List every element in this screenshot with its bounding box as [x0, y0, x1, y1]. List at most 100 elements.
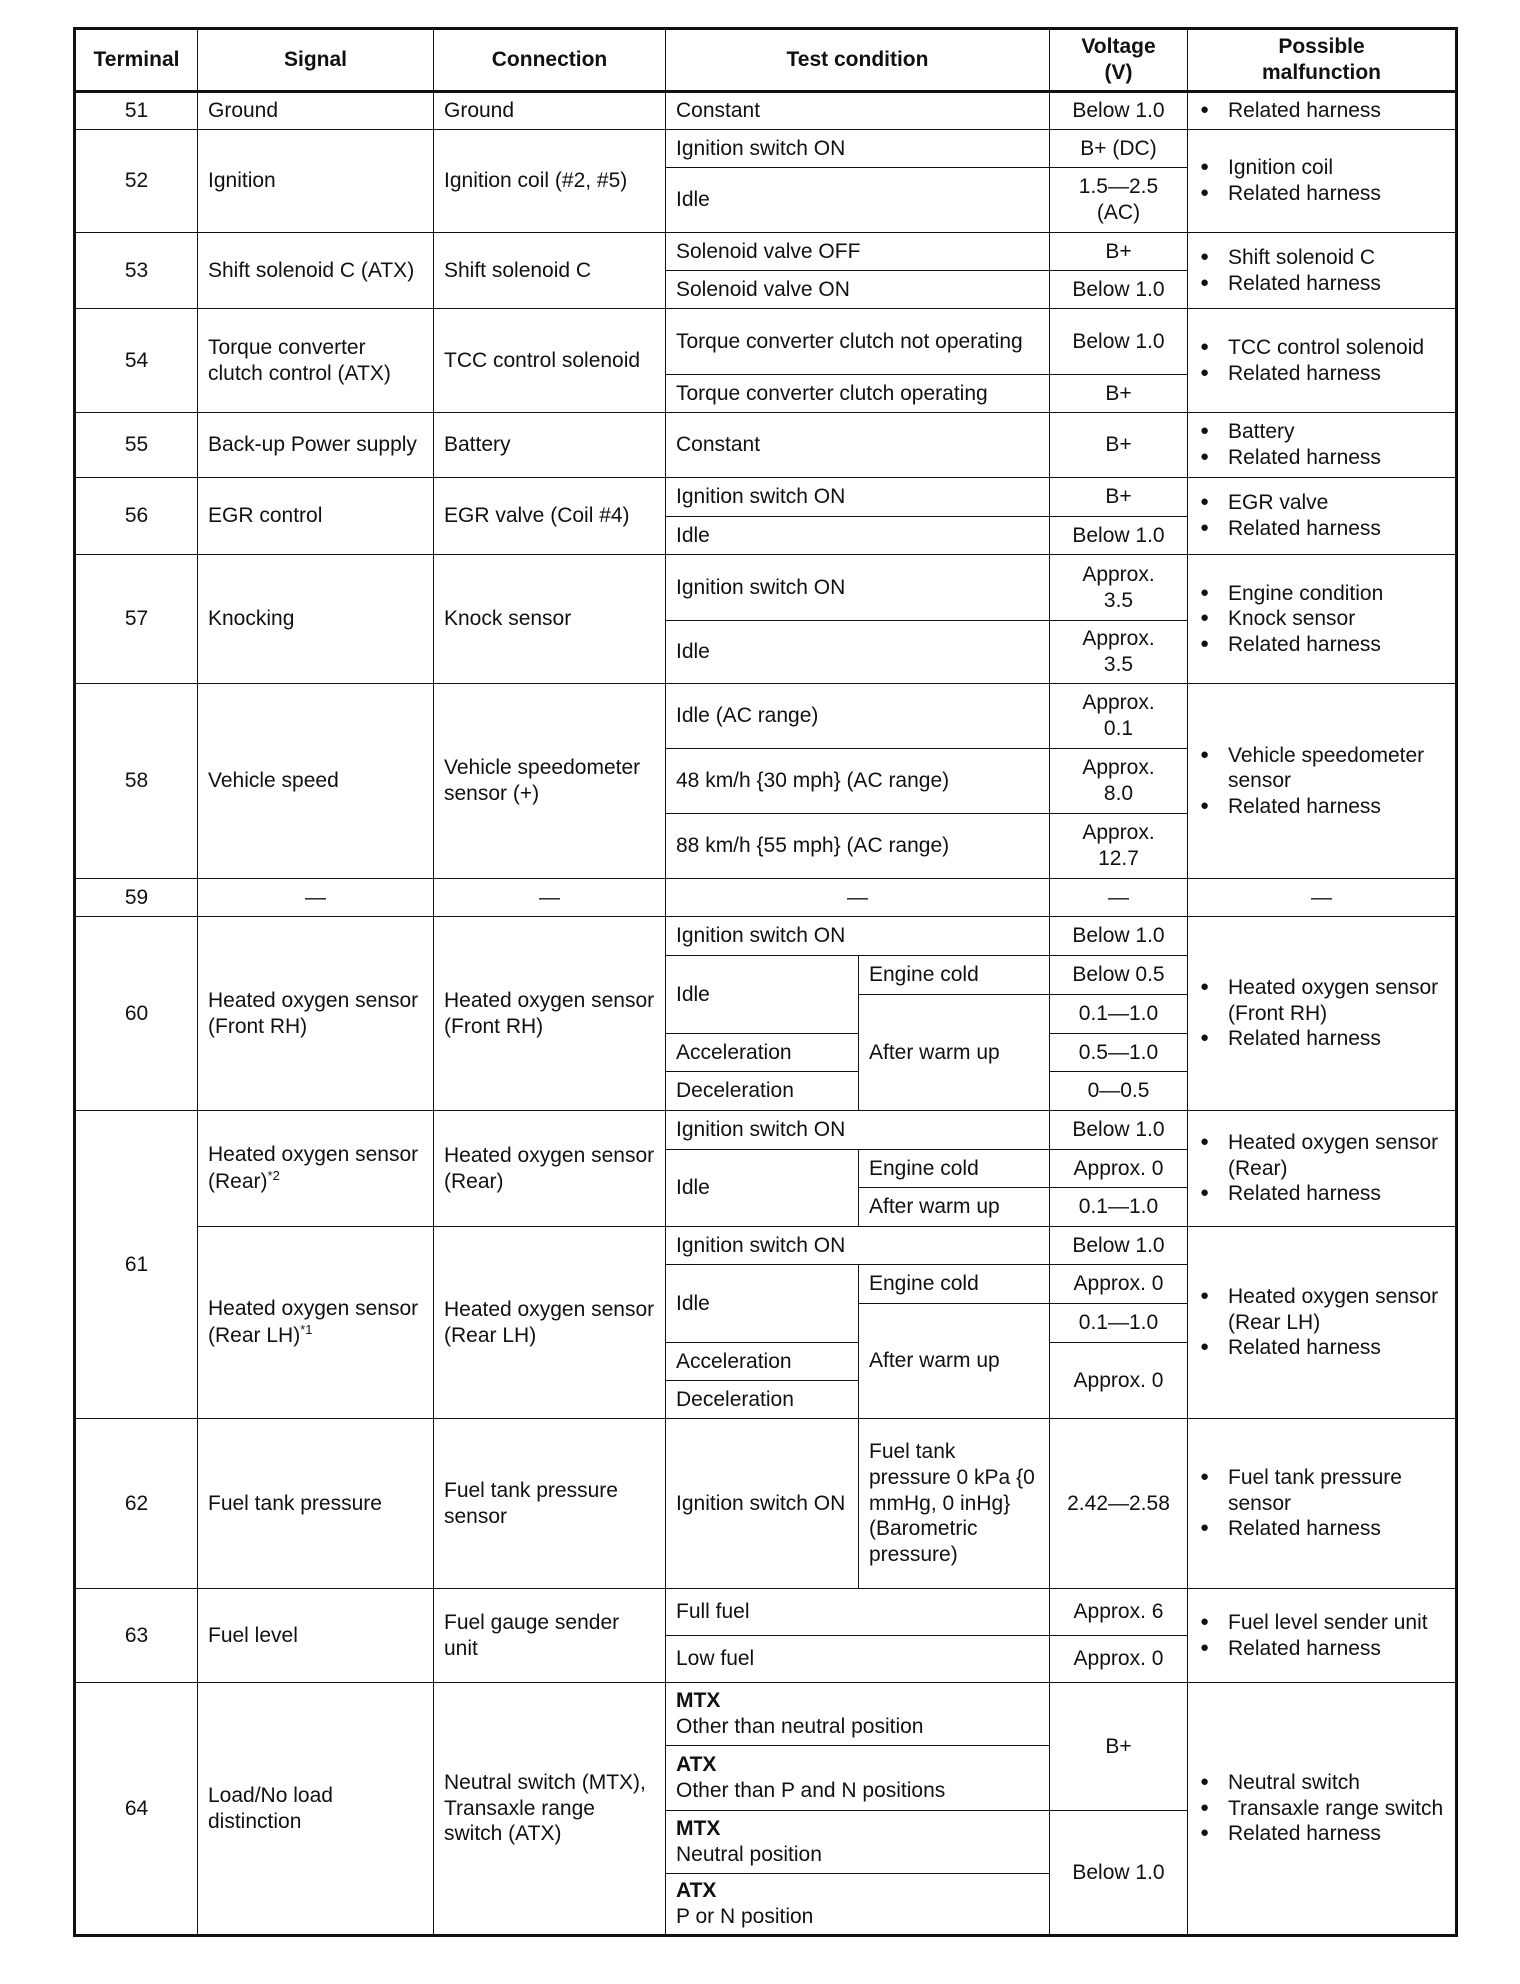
test-condition-cell: Idle: [665, 955, 859, 1034]
test-condition-cell: Idle: [665, 1149, 859, 1227]
malfunction-item: Related harness: [1198, 632, 1445, 658]
voltage-cell: 0—0.5: [1049, 1071, 1188, 1111]
terminal-cell: 59: [74, 878, 198, 917]
table-row: 57 Knocking Knock sensor Ignition switch…: [74, 554, 1457, 684]
voltage-cell: B+: [1049, 1682, 1188, 1811]
voltage-cell: 2.42—2.58: [1049, 1418, 1188, 1589]
malfunction-item: Related harness: [1198, 271, 1445, 297]
malfunction-cell: Shift solenoid C Related harness: [1187, 232, 1457, 309]
malfunction-item: Related harness: [1198, 1026, 1445, 1052]
connection-cell: Fuel tank pressure sensor: [433, 1418, 666, 1589]
table-row: 52 Ignition Ignition coil (#2, #5) Ignit…: [74, 129, 1457, 233]
voltage-cell: Below 1.0: [1049, 91, 1188, 130]
voltage-cell: B+: [1049, 412, 1188, 478]
terminal-cell: 53: [74, 232, 198, 309]
voltage-cell: B+ (DC): [1049, 129, 1188, 168]
terminal-voltage-table: Terminal Signal Connection Test conditio…: [73, 27, 1458, 1937]
malfunction-item: Related harness: [1198, 98, 1445, 124]
malfunction-item: Vehicle speedometer sensor: [1198, 743, 1445, 794]
table-row: 58 Vehicle speed Vehicle speedometer sen…: [74, 683, 1457, 879]
test-condition-cell: Idle (AC range): [665, 683, 1050, 749]
table-row: Deceleration: [75, 1380, 1457, 1419]
voltage-cell: Approx. 0.1: [1049, 683, 1188, 749]
test-condition-cell: Deceleration: [665, 1071, 859, 1111]
signal-cell: EGR control: [197, 477, 434, 555]
test-subcondition-cell: After warm up: [858, 1303, 1050, 1419]
connection-cell: Heated oxygen sensor (Front RH): [433, 916, 666, 1111]
voltage-cell: 0.1—1.0: [1049, 994, 1188, 1034]
footnote-mark: *1: [300, 1322, 313, 1337]
footnote-mark: *2: [267, 1168, 280, 1183]
malfunction-item: Transaxle range switch: [1198, 1796, 1445, 1822]
test-condition-cell: ATX Other than P and N positions: [665, 1745, 1050, 1811]
malfunction-cell: Fuel tank pressure sensor Related harnes…: [1187, 1418, 1457, 1589]
voltage-cell: 1.5—2.5 (AC): [1049, 167, 1188, 233]
test-condition-cell: Ignition switch ON: [665, 554, 1050, 621]
table-row: ATX Other than P and N positions: [75, 1745, 1457, 1811]
table-row: Idle 1.5—2.5 (AC): [75, 167, 1457, 233]
transmission-type: MTX: [676, 1817, 721, 1841]
signal-cell: Fuel level: [197, 1588, 434, 1683]
test-condition-cell: Deceleration: [665, 1380, 859, 1419]
table-row: 56 EGR control EGR valve (Coil #4) Ignit…: [74, 477, 1457, 555]
signal-cell: Ignition: [197, 129, 434, 233]
voltage-cell: B+: [1049, 477, 1188, 517]
voltage-cell: Approx. 3.5: [1049, 554, 1188, 621]
malfunction-item: Ignition coil: [1198, 155, 1445, 181]
signal-cell: Back-up Power supply: [197, 412, 434, 478]
header-signal: Signal: [197, 28, 434, 93]
table-row: Idle Below 1.0: [75, 516, 1457, 555]
test-condition-cell: Solenoid valve ON: [665, 270, 1050, 309]
malfunction-cell: Heated oxygen sensor (Rear LH) Related h…: [1187, 1226, 1457, 1419]
malfunction-item: Related harness: [1198, 361, 1445, 387]
terminal-cell: 54: [74, 308, 198, 413]
test-condition-cell: Full fuel: [665, 1588, 1050, 1636]
transmission-type: ATX: [676, 1879, 717, 1903]
test-condition-cell: MTX Neutral position: [665, 1810, 1050, 1874]
test-condition-cell: —: [665, 878, 1050, 917]
test-condition-cell: 48 km/h {30 mph} (AC range): [665, 748, 1050, 814]
connection-cell: TCC control solenoid: [433, 308, 666, 413]
terminal-cell: 58: [74, 683, 198, 879]
table-row: Idle Engine cold Approx. 0: [75, 1264, 1457, 1343]
table-row: MTX Neutral position Below 1.0: [75, 1810, 1457, 1936]
malfunction-item: Related harness: [1198, 1335, 1445, 1361]
table-row: Heated oxygen sensor (Rear LH)*1 Heated …: [75, 1226, 1457, 1419]
condition-text: Other than neutral position: [676, 1715, 924, 1738]
malfunction-item: Related harness: [1198, 181, 1445, 207]
table-row: Deceleration 0—0.5: [75, 1071, 1457, 1111]
malfunction-item: Related harness: [1198, 1821, 1445, 1847]
malfunction-cell: EGR valve Related harness: [1187, 477, 1457, 555]
voltage-cell: Approx. 0: [1049, 1264, 1188, 1304]
voltage-cell: Below 1.0: [1049, 1226, 1188, 1265]
signal-text: Heated oxygen sensor (Rear): [208, 1143, 419, 1193]
transmission-type: ATX: [676, 1753, 717, 1777]
test-condition-cell: Low fuel: [665, 1635, 1050, 1683]
malfunction-item: Related harness: [1198, 1181, 1445, 1207]
connection-cell: Fuel gauge sender unit: [433, 1588, 666, 1683]
terminal-cell: 57: [74, 554, 198, 684]
table-row: Acceleration 0.5—1.0: [75, 1033, 1457, 1072]
malfunction-cell: Fuel level sender unit Related harness: [1187, 1588, 1457, 1683]
malfunction-cell: Vehicle speedometer sensor Related harne…: [1187, 683, 1457, 879]
connection-cell: Vehicle speedometer sensor (+): [433, 683, 666, 879]
malfunction-cell: Neutral switch Transaxle range switch Re…: [1187, 1682, 1457, 1936]
terminal-cell: 55: [74, 412, 198, 478]
voltage-cell: Below 0.5: [1049, 955, 1188, 995]
table-row: 55 Back-up Power supply Battery Constant…: [74, 412, 1457, 478]
voltage-cell: Approx. 0: [1049, 1149, 1188, 1188]
test-condition-cell: Ignition switch ON: [665, 1226, 1050, 1265]
voltage-cell: 0.1—1.0: [1049, 1303, 1188, 1343]
test-condition-cell: Idle: [665, 167, 1050, 233]
table-row: 64 Load/No load distinction Neutral swit…: [74, 1682, 1457, 1936]
test-condition-cell: Ignition switch ON: [665, 1418, 859, 1589]
voltage-cell: Below 1.0: [1049, 270, 1188, 309]
test-condition-cell: Idle: [665, 1264, 859, 1343]
connection-cell: Shift solenoid C: [433, 232, 666, 309]
voltage-cell: Approx. 6: [1049, 1588, 1188, 1636]
table-row: 61 Heated oxygen sensor (Rear)*2 Heated …: [74, 1110, 1457, 1419]
header-test-condition: Test condition: [665, 28, 1050, 93]
condition-text: Other than P and N positions: [676, 1779, 946, 1802]
table-row: Torque converter clutch operating B+: [75, 374, 1457, 413]
signal-cell: Load/No load distinction: [197, 1682, 434, 1936]
